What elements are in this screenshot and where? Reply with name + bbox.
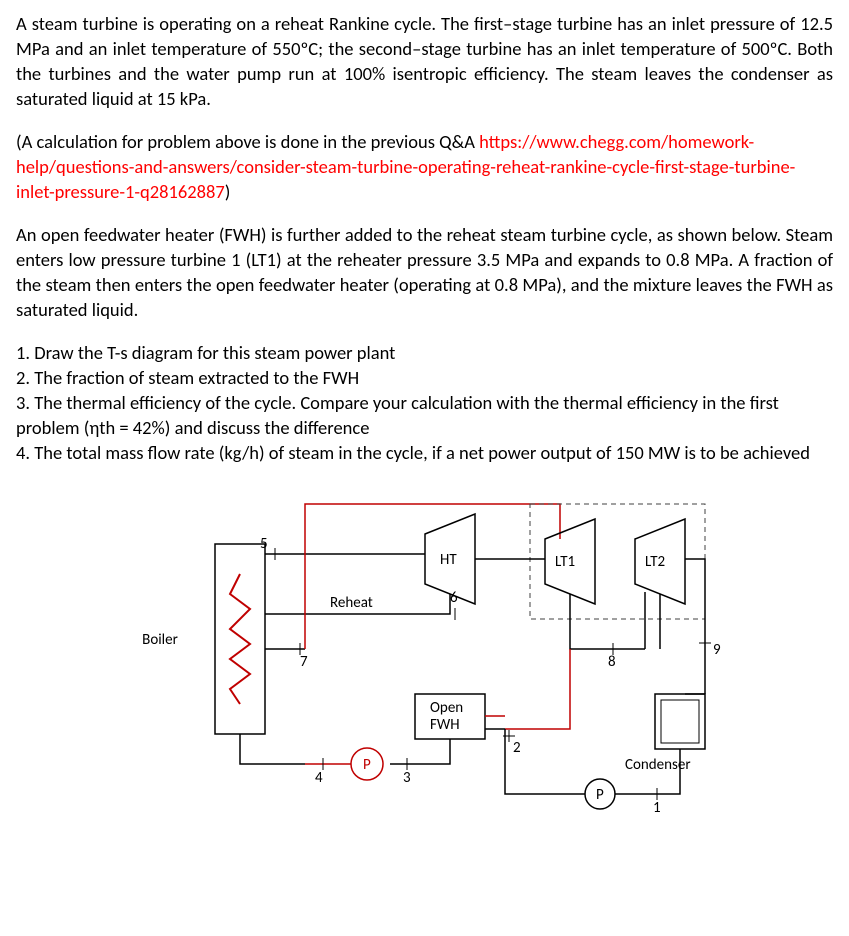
svg-text:4: 4: [315, 769, 323, 787]
svg-text:5: 5: [260, 535, 268, 553]
svg-text:HT: HT: [440, 551, 457, 569]
question-list: 1. Draw the T-s diagram for this steam p…: [16, 341, 833, 466]
question-3: 3. The thermal efficiency of the cycle. …: [16, 391, 833, 441]
reference-prefix: (A calculation for problem above is done…: [16, 130, 479, 153]
svg-text:2: 2: [513, 739, 521, 757]
svg-text:P: P: [596, 786, 604, 804]
problem-statement-paragraph: A steam turbine is operating on a reheat…: [16, 12, 833, 112]
svg-text:8: 8: [608, 653, 616, 671]
svg-text:P: P: [363, 756, 371, 774]
svg-text:Boiler: Boiler: [142, 631, 178, 649]
reference-paragraph: (A calculation for problem above is done…: [16, 130, 833, 205]
cycle-svg: Boiler5HTReheat67LT1LT289Condenser1P2Ope…: [105, 484, 745, 824]
svg-text:LT1: LT1: [555, 553, 575, 571]
svg-text:6: 6: [450, 589, 458, 607]
cycle-diagram: Boiler5HTReheat67LT1LT289Condenser1P2Ope…: [16, 484, 833, 824]
svg-text:3: 3: [403, 769, 411, 787]
question-4: 4. The total mass flow rate (kg/h) of st…: [16, 441, 833, 466]
question-2: 2. The fraction of steam extracted to th…: [16, 366, 833, 391]
svg-text:9: 9: [713, 641, 721, 659]
svg-text:1: 1: [653, 799, 661, 817]
svg-text:Reheat: Reheat: [330, 594, 373, 612]
svg-text:FWH: FWH: [430, 716, 460, 734]
reference-suffix: ): [225, 180, 231, 203]
svg-text:Open: Open: [430, 699, 463, 717]
svg-text:LT2: LT2: [645, 553, 665, 571]
question-1: 1. Draw the T-s diagram for this steam p…: [16, 341, 833, 366]
fwh-description-paragraph: An open feedwater heater (FWH) is furthe…: [16, 223, 833, 323]
svg-text:7: 7: [300, 653, 308, 671]
